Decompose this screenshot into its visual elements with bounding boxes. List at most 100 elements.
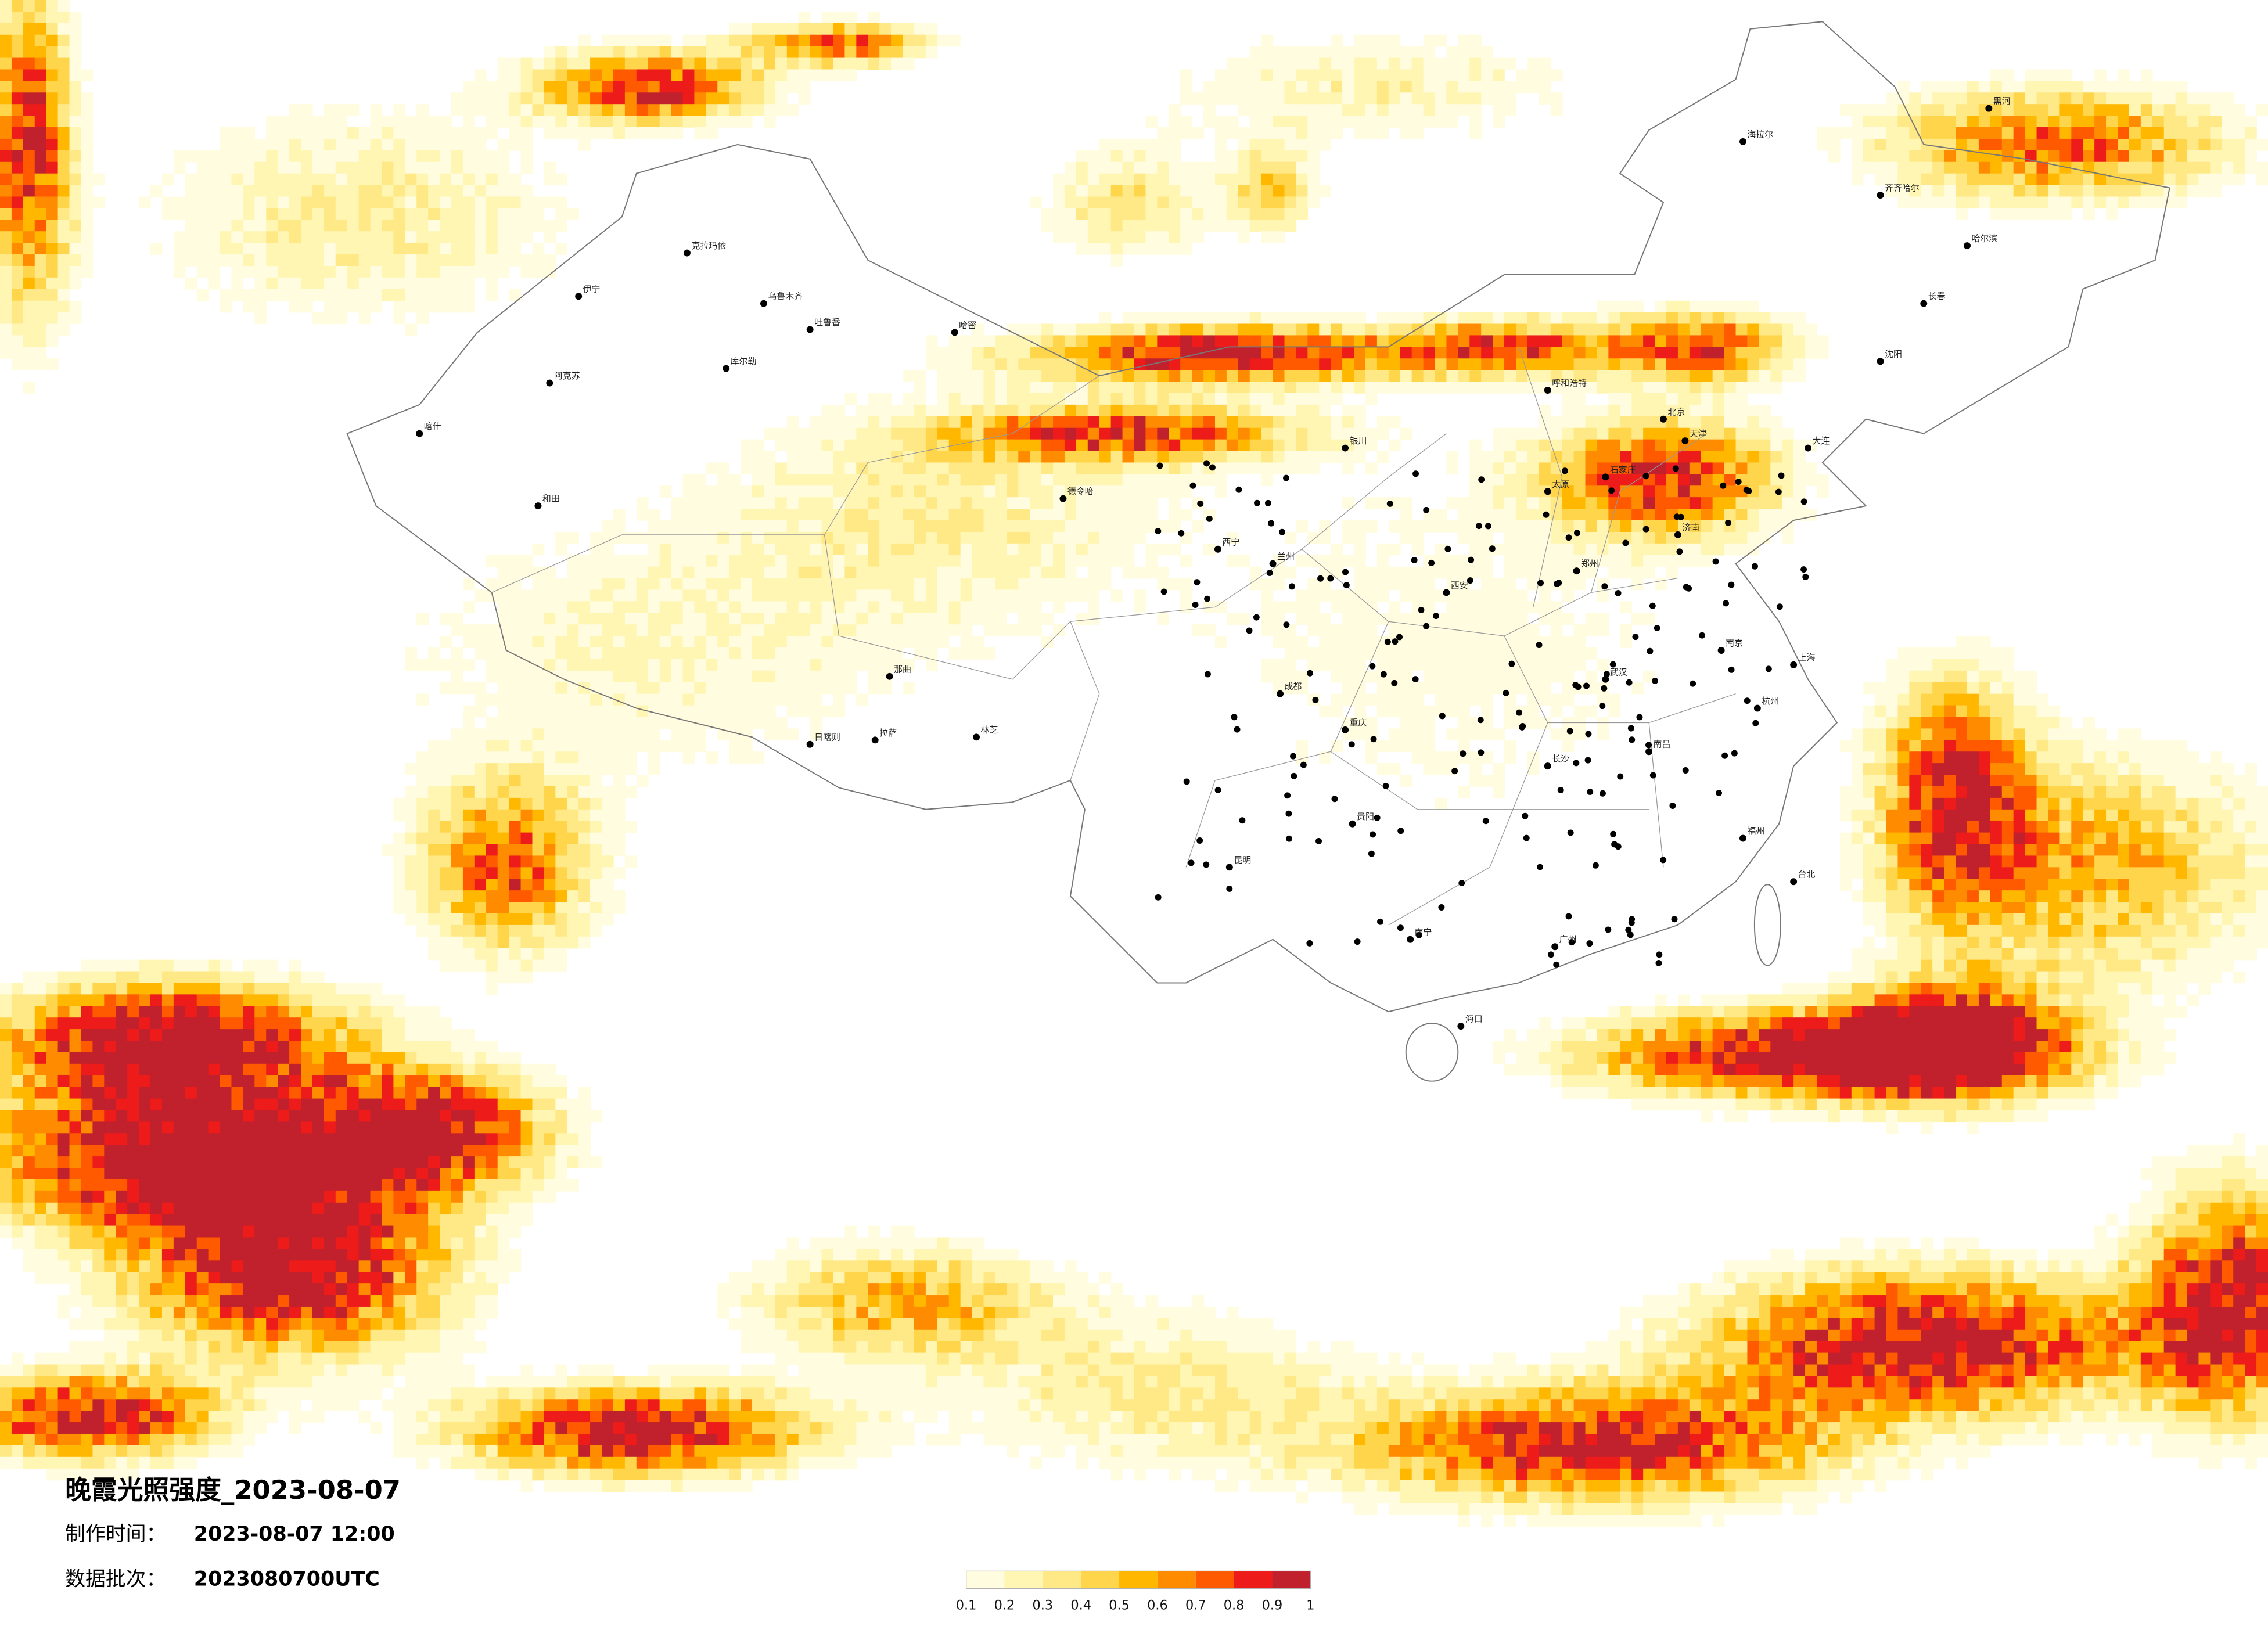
weather-cell xyxy=(1007,1433,1019,1446)
weather-cell xyxy=(278,220,290,232)
weather-cell xyxy=(208,185,221,197)
weather-cell xyxy=(717,555,729,567)
weather-cell xyxy=(833,46,846,59)
weather-cell xyxy=(451,173,463,186)
weather-cell xyxy=(474,1295,487,1307)
weather-cell xyxy=(23,1260,35,1272)
weather-cell xyxy=(636,740,649,752)
weather-cell xyxy=(509,1399,522,1411)
weather-cell xyxy=(544,728,556,741)
weather-cell xyxy=(127,1087,139,1099)
weather-cell xyxy=(520,959,533,972)
weather-cell xyxy=(266,116,278,128)
weather-cell xyxy=(335,1387,348,1400)
weather-cell xyxy=(347,1052,360,1064)
weather-cell xyxy=(23,1087,35,1099)
weather-cell xyxy=(497,161,510,174)
weather-cell xyxy=(1007,1306,1019,1319)
weather-cell xyxy=(161,1399,174,1411)
weather-cell xyxy=(393,1098,406,1111)
weather-cell xyxy=(34,1249,47,1261)
weather-cell xyxy=(382,1399,394,1411)
weather-cell xyxy=(590,705,602,718)
weather-cell xyxy=(532,1422,545,1434)
weather-cell xyxy=(486,92,498,105)
weather-cell xyxy=(92,1399,105,1411)
weather-cell xyxy=(428,1225,440,1238)
weather-cell xyxy=(127,1017,139,1030)
weather-cell xyxy=(544,659,556,671)
weather-cell xyxy=(520,1202,533,1215)
weather-cell xyxy=(544,647,556,660)
weather-cell xyxy=(844,57,857,70)
weather-cell xyxy=(358,1133,371,1145)
weather-cell xyxy=(648,116,660,128)
weather-cell xyxy=(717,647,729,660)
weather-cell xyxy=(335,104,348,116)
weather-cell xyxy=(879,531,892,544)
weather-cell xyxy=(624,578,637,591)
weather-cell xyxy=(57,23,70,35)
weather-cell xyxy=(416,243,429,255)
weather-cell xyxy=(428,1387,440,1400)
weather-cell xyxy=(578,138,591,151)
weather-cell xyxy=(590,740,602,752)
weather-cell xyxy=(844,1306,857,1319)
weather-cell xyxy=(46,11,59,24)
weather-cell xyxy=(903,613,915,625)
weather-cell xyxy=(370,196,383,209)
weather-cell xyxy=(382,196,394,209)
weather-cell xyxy=(960,474,973,487)
weather-cell xyxy=(231,185,244,197)
weather-cell xyxy=(161,1329,174,1342)
weather-cell xyxy=(590,613,602,625)
weather-cell xyxy=(694,613,707,625)
weather-cell xyxy=(254,150,267,163)
weather-cell xyxy=(196,1411,209,1423)
weather-cell xyxy=(92,1283,105,1296)
weather-cell xyxy=(173,959,186,972)
weather-cell xyxy=(856,1318,869,1330)
weather-cell xyxy=(161,1133,174,1145)
weather-cell xyxy=(324,1399,336,1411)
weather-cell xyxy=(763,624,776,636)
weather-cell xyxy=(555,924,567,937)
weather-cell xyxy=(1007,370,1019,382)
weather-cell xyxy=(1018,1283,1030,1296)
weather-cell xyxy=(278,1052,290,1064)
weather-cell xyxy=(34,208,47,221)
weather-cell xyxy=(972,636,984,648)
weather-cell xyxy=(717,509,729,521)
weather-cell xyxy=(324,1318,336,1330)
weather-cell xyxy=(173,1179,186,1192)
weather-cell xyxy=(544,636,556,648)
weather-cell xyxy=(486,1052,498,1064)
weather-cell xyxy=(995,1249,1008,1261)
weather-cell xyxy=(821,589,834,602)
weather-cell xyxy=(682,1422,695,1434)
weather-cell xyxy=(57,1087,70,1099)
weather-cell xyxy=(231,1364,244,1377)
weather-cell xyxy=(624,1445,637,1458)
weather-cell xyxy=(763,34,776,47)
weather-cell xyxy=(116,1376,128,1388)
weather-cell xyxy=(960,1249,973,1261)
weather-cell xyxy=(11,1006,24,1018)
weather-cell xyxy=(486,717,498,729)
weather-cell xyxy=(393,1087,406,1099)
weather-cell xyxy=(694,34,707,47)
weather-cell xyxy=(578,832,591,845)
weather-cell xyxy=(486,1468,498,1481)
weather-cell xyxy=(0,46,12,59)
weather-cell xyxy=(451,231,463,243)
weather-cell xyxy=(451,220,463,232)
weather-cell xyxy=(440,821,452,833)
weather-cell xyxy=(798,1387,811,1400)
weather-cell xyxy=(590,693,602,706)
weather-cell xyxy=(254,1411,267,1423)
weather-cell xyxy=(509,902,522,914)
weather-cell xyxy=(405,1133,417,1145)
weather-cell xyxy=(891,659,903,671)
weather-cell xyxy=(150,1295,163,1307)
